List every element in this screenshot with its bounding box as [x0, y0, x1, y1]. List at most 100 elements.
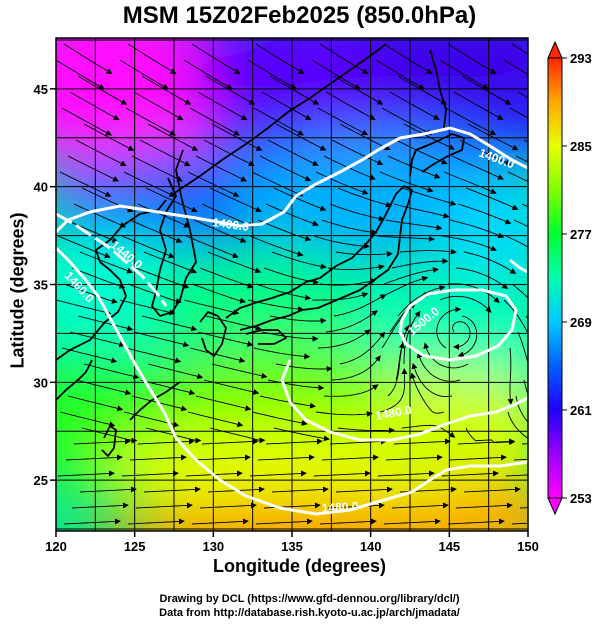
streamline — [411, 362, 453, 397]
streamline — [261, 91, 312, 121]
streamline — [83, 363, 140, 380]
streamline — [399, 248, 457, 255]
streamline — [335, 486, 393, 493]
streamline — [135, 502, 193, 509]
streamline — [436, 306, 462, 349]
streamline — [129, 219, 183, 243]
streamline — [185, 235, 239, 259]
streamline — [141, 315, 198, 332]
streamline — [189, 347, 246, 363]
x-axis-label: Longitude (degrees) — [212, 556, 386, 576]
streamline — [451, 155, 504, 180]
streamline — [73, 438, 131, 445]
coast-russia — [169, 43, 387, 197]
streamline — [119, 299, 176, 316]
streamline — [127, 43, 177, 75]
streamline — [385, 219, 443, 231]
y-tick-label: 35 — [34, 278, 48, 293]
streamline — [193, 219, 247, 243]
streamline — [465, 187, 519, 210]
height-contours — [56, 126, 528, 516]
streamline — [523, 379, 528, 396]
streamline — [65, 219, 119, 243]
streamline — [127, 283, 182, 304]
credit-dcl: Drawing by DCL (https://www.gfd-dennou.o… — [159, 593, 460, 605]
y-tick-label: 45 — [34, 82, 48, 97]
credit-data-source: Data from http://database.rish.kyoto-u.a… — [159, 607, 460, 619]
streamline — [253, 107, 304, 136]
contour-1400-north — [56, 126, 528, 234]
streamline — [143, 251, 198, 274]
contour-1500 — [398, 288, 518, 362]
streamline — [517, 331, 528, 365]
streamline — [63, 283, 118, 304]
coast-taiwan — [101, 425, 117, 457]
coast-honshu — [225, 185, 413, 331]
streamline — [389, 91, 440, 120]
streamline — [383, 43, 433, 74]
streamline — [397, 284, 446, 317]
streamline — [387, 342, 405, 397]
streamline — [275, 363, 333, 372]
streamline — [257, 219, 312, 242]
streamline — [447, 518, 505, 525]
streamline — [507, 171, 528, 182]
streamline — [517, 91, 528, 99]
streamline — [443, 171, 497, 194]
streamline — [195, 155, 248, 182]
streamline — [515, 155, 528, 163]
streamline — [513, 219, 528, 228]
x-tick-label: 145 — [438, 539, 460, 554]
streamline — [119, 59, 169, 90]
streamline — [319, 43, 369, 75]
streamline — [455, 502, 513, 509]
chart-title: MSM 15Z02Feb2025 (850.0hPa) — [122, 2, 477, 29]
streamline — [195, 395, 252, 412]
streamline — [315, 171, 369, 195]
streamline — [403, 123, 455, 150]
x-tick-label: 135 — [281, 539, 303, 554]
streamline — [317, 107, 369, 136]
streamline — [199, 502, 257, 509]
streamline — [139, 139, 191, 167]
streamline — [73, 203, 127, 228]
streamline — [451, 321, 471, 350]
streamline — [441, 235, 497, 252]
colorbar-max-arrow — [547, 40, 563, 59]
streamline — [143, 486, 201, 493]
streamline — [507, 411, 528, 440]
streamline — [333, 294, 387, 317]
coast-ryukyu — [129, 381, 181, 421]
streamline — [505, 474, 528, 477]
coast-china-south — [56, 359, 93, 401]
x-tick-label: 150 — [517, 539, 539, 554]
streamline — [377, 470, 435, 477]
streamline — [67, 155, 120, 182]
streamline — [133, 331, 190, 348]
streamline — [249, 470, 307, 477]
streamline — [253, 347, 311, 360]
streamline — [141, 75, 192, 105]
streamline — [145, 187, 198, 213]
streamline — [381, 107, 433, 135]
streamline — [197, 331, 254, 347]
colorbar-tick-label: 253 — [570, 491, 592, 506]
colorbar: 253 261 269 277 285 293 — [547, 40, 592, 516]
streamline — [375, 59, 425, 90]
streamline — [251, 171, 304, 197]
streamline — [79, 251, 134, 274]
streamline — [203, 139, 255, 167]
streamline — [75, 139, 127, 167]
streamline — [457, 203, 512, 225]
streamline — [69, 91, 120, 121]
streamline — [191, 518, 249, 525]
coast-sakhalin — [429, 49, 447, 129]
streamline — [416, 351, 461, 382]
streamline — [329, 203, 385, 222]
streamline — [319, 518, 377, 525]
streamline — [257, 454, 315, 461]
streamline — [187, 411, 244, 428]
x-tick-label: 120 — [45, 539, 67, 554]
contour-label: 1400.0 — [212, 215, 251, 234]
